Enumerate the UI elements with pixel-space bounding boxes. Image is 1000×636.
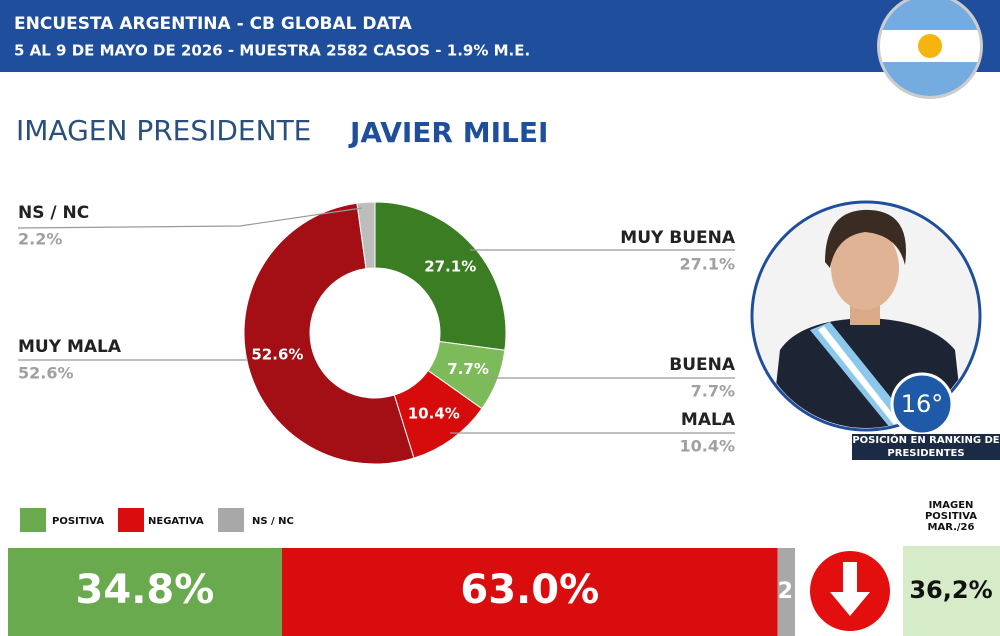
legend-swatch: [118, 508, 144, 532]
section-name: JAVIER MILEI: [348, 116, 548, 149]
category-label: MUY BUENA: [620, 228, 736, 248]
bar-label: 2.2%: [778, 579, 839, 604]
donut-slice: [356, 201, 376, 270]
flag: [877, 0, 983, 99]
leader-line: [17, 207, 363, 229]
category-value: 27.1%: [679, 255, 735, 274]
category-value: 10.4%: [679, 437, 735, 456]
slice-label: 10.4%: [408, 404, 460, 422]
comparison-value: 36,2%: [909, 576, 992, 604]
section-title: IMAGEN PRESIDENTE: [16, 114, 311, 147]
header-title: ENCUESTA ARGENTINA - CB GLOBAL DATA: [14, 14, 413, 34]
category-label: MUY MALA: [18, 337, 122, 357]
bar-segment: [281, 548, 778, 636]
slice-label: 27.1%: [424, 258, 476, 276]
bar-segment: [777, 548, 795, 636]
category-value: 52.6%: [18, 364, 74, 383]
legend-label: POSITIVA: [52, 516, 104, 527]
stacked-bar-chart: 34.8% POSITIVA 63.0% NEGATIVA 2.2% NS / NC: [8, 508, 839, 636]
category-value: 2.2%: [18, 230, 62, 249]
category-value: 7.7%: [691, 382, 735, 401]
donut-chart: 27.1% MUY BUENA 27.1% 7.7% BUENA 7.7% 10.4% MAL…: [17, 201, 736, 465]
portrait: 16°: [750, 200, 982, 436]
header-bar: [0, 0, 1000, 72]
bar-segment: [8, 548, 282, 636]
donut-slice: [243, 202, 415, 465]
donut-slice: [374, 201, 507, 351]
legend-label: NEGATIVA: [148, 516, 204, 527]
slice-label: 52.6%: [251, 345, 303, 363]
ranking-position: 16°: [901, 390, 944, 418]
down-arrow: [810, 551, 890, 631]
slice-label: 7.7%: [447, 360, 489, 378]
category-label: MALA: [681, 410, 736, 430]
category-label: BUENA: [669, 355, 736, 375]
comparison-label: IMAGEN POSITIVA MAR./26: [924, 500, 978, 533]
legend-swatch: [218, 508, 244, 532]
comparison-box: [903, 546, 1000, 636]
ranking-label: POSICIÓN EN RANKING DE PRESIDENTES: [852, 434, 1000, 460]
legend-label: NS / NC: [252, 516, 294, 527]
legend-swatch: [20, 508, 46, 532]
bar-label: 63.0%: [460, 567, 599, 613]
header-subtitle: 5 AL 9 DE MAYO DE 2026 - MUESTRA 2582 CA…: [14, 42, 530, 60]
bar-label: 34.8%: [76, 567, 215, 613]
category-label: NS / NC: [18, 203, 89, 223]
